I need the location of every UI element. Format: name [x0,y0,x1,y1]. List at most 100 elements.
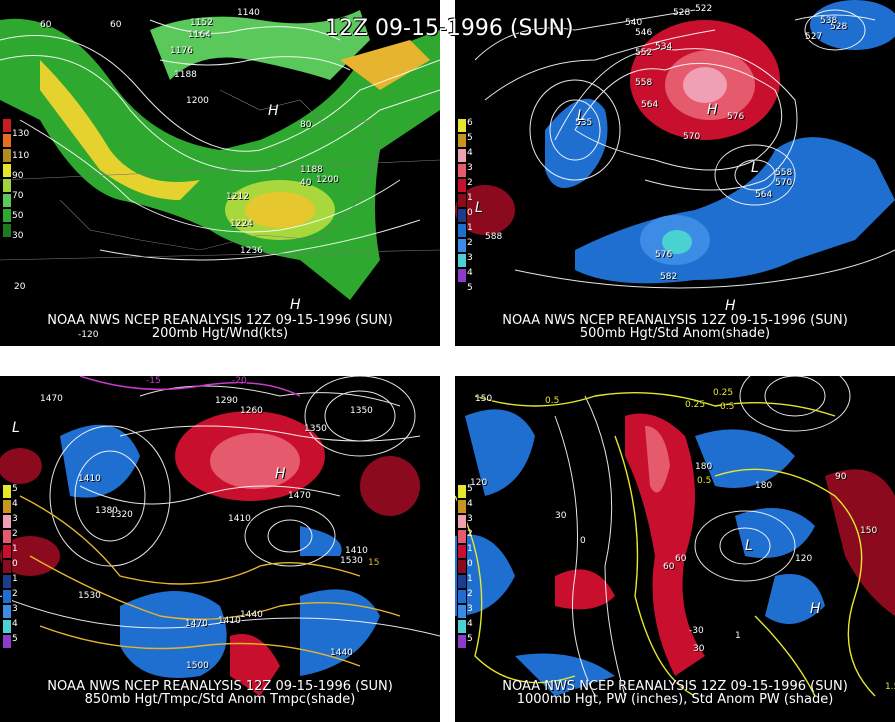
contour-label: 15 [368,558,380,568]
legend-label: 1 [467,544,473,554]
contour-label: 576 [655,250,673,260]
caption-line2: 200mb Hgt/Wnd(kts) [151,326,289,341]
contour-label: 1530 [340,556,363,566]
legend-label: 5 [467,484,473,494]
contour-label: 1410 [228,514,251,524]
legend-200mb [2,118,12,238]
contour-label: 1260 [240,406,263,416]
contour-label: 1 [735,631,741,641]
contour-label: H [810,601,821,617]
contour-label: 528 [830,22,848,32]
legend-label: 4 [467,268,473,278]
contour-label: 0 [580,536,586,546]
contour-label: H [290,297,301,313]
legend-label: 3 [467,163,473,173]
panel-1000mb: NOAA NWS NCEP REANALYSIS 12Z 09-15-1996 … [455,376,895,722]
contour-label: 40 [300,178,312,188]
caption-line1: NOAA NWS NCEP REANALYSIS 12Z 09-15-1996 … [502,313,848,328]
contour-label: 60 [675,554,687,564]
contour-label: H [707,102,718,118]
contour-label: 60 [663,562,675,572]
contour-label: L [475,200,483,216]
contour-label: 1410 [345,546,368,556]
legend-label: 3 [467,514,473,524]
contour-label: 1470 [185,619,208,629]
contour-label: -15 [146,376,161,386]
caption-line2: 1000mb Hgt, PW (inches), Std Anom PW (sh… [516,692,834,707]
contour-label: 1530 [78,591,101,601]
contour-label: 1188 [174,70,197,80]
contour-label: 1224 [230,219,253,229]
legend-label: 130 [12,129,30,139]
legend-label: 1 [12,574,18,584]
contour-label: 0.5 [720,402,735,412]
legend-label: 0 [12,559,18,569]
contour-label: 570 [775,178,793,188]
panel-200mb: 130 110 90 70 50 30 NOAA NWS NCEP REANAL… [0,0,440,346]
contour-label: 558 [775,168,793,178]
legend-label: 4 [467,499,473,509]
contour-label: 1140 [237,8,260,18]
contour-label: 1320 [110,510,133,520]
legend-label: 110 [12,151,30,161]
contour-label: 1350 [350,406,373,416]
contour-label: 60 [40,20,52,30]
legend-label: 90 [12,171,24,181]
contour-label: 120 [470,478,488,488]
legend-label: 5 [467,133,473,143]
caption-line2: 500mb Hgt/Std Anom(shade) [579,326,771,341]
legend-label: 4 [12,499,18,509]
legend-label: 6 [467,118,473,128]
map-title: 12Z 09-15-1996 (SUN) [325,16,574,41]
contour-label: 1380 [95,506,118,516]
contour-label: 564 [755,190,773,200]
contour-label: 20 [14,282,26,292]
contour-label: 1.5 [885,682,895,692]
contour-label: 1350 [304,424,327,434]
contour-label: 570 [683,132,701,142]
legend-label: 3 [12,514,18,524]
legend-label: 4 [467,619,473,629]
contour-label: 1440 [330,648,353,658]
contour-label: 180 [755,481,773,491]
map-500mb [455,0,895,289]
legend-label: 5 [12,484,18,494]
contour-label: L [751,160,759,176]
legend-label: 2 [467,589,473,599]
contour-label: 1236 [240,246,263,256]
contour-label: -20 [232,376,247,386]
contour-label: 180 [695,462,713,472]
contour-label: 1176 [170,46,193,56]
legend-label: 50 [12,211,24,221]
legend-label: 5 [467,634,473,644]
contour-label: 588 [485,232,503,242]
contour-label: 120 [795,554,813,564]
legend-label: 70 [12,191,24,201]
legend-label: 0 [467,208,473,218]
contour-label: 1440 [240,610,263,620]
legend-500mb [457,118,467,283]
legend-label: 3 [467,253,473,263]
contour-label: 538 [820,16,838,26]
legend-label: 0 [467,559,473,569]
contour-label: 0.5 [545,396,560,406]
contour-label: 1410 [78,474,101,484]
contour-label: 0.25 [685,400,706,410]
contour-label: 564 [641,100,659,110]
map-850mb [0,376,440,696]
contour-label: L [745,538,753,554]
contour-label: -30 [689,626,704,636]
contour-label: 540 [625,18,643,28]
contour-label: H [268,103,279,119]
contour-label: 534 [655,42,673,52]
legend-label: 5 [12,634,18,644]
contour-label: 558 [635,78,653,88]
caption-line1: NOAA NWS NCEP REANALYSIS 12Z 09-15-1996 … [47,679,393,694]
contour-label: 1290 [215,396,238,406]
contour-label: 1164 [188,30,211,40]
legend-label: 2 [467,178,473,188]
contour-label: 1470 [40,394,63,404]
contour-label: 150 [860,526,878,536]
legend-label: 4 [467,148,473,158]
contour-label: 535 [575,118,593,128]
